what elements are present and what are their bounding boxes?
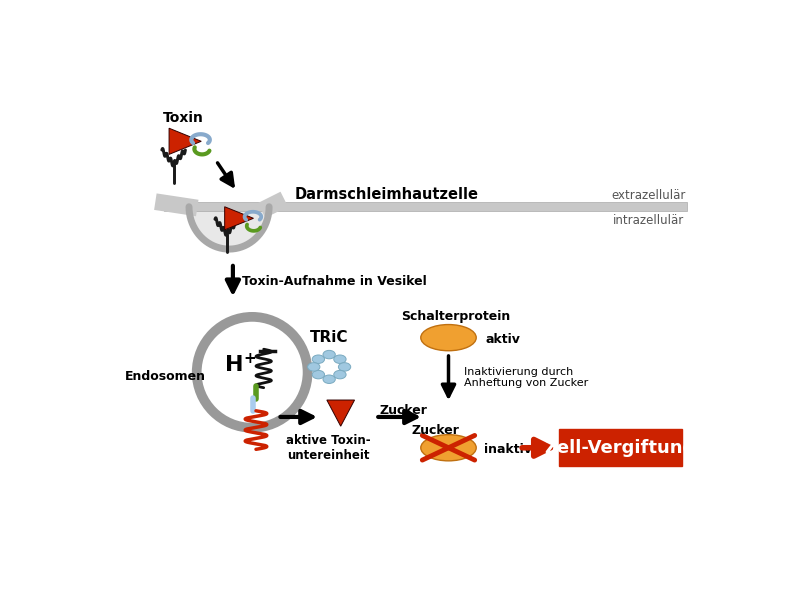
Text: Schalterprotein: Schalterprotein (402, 310, 511, 323)
Circle shape (197, 317, 307, 428)
Text: H: H (226, 355, 244, 374)
Ellipse shape (334, 370, 346, 379)
Ellipse shape (323, 375, 335, 383)
Polygon shape (189, 207, 269, 249)
Text: Toxin: Toxin (162, 111, 203, 125)
Text: TRiC: TRiC (310, 330, 349, 345)
Polygon shape (327, 400, 354, 426)
Text: Zucker: Zucker (379, 404, 427, 418)
Text: Toxin-Aufnahme in Vesikel: Toxin-Aufnahme in Vesikel (242, 275, 427, 288)
Text: extrazellulär: extrazellulär (611, 190, 686, 202)
FancyBboxPatch shape (163, 202, 687, 211)
Ellipse shape (323, 350, 335, 359)
Text: aktive Toxin-
untereinheit: aktive Toxin- untereinheit (286, 434, 370, 462)
Ellipse shape (338, 362, 350, 371)
Text: aktiv: aktiv (486, 332, 520, 346)
Text: Inaktivierung durch
Anheftung von Zucker: Inaktivierung durch Anheftung von Zucker (464, 367, 588, 388)
Ellipse shape (307, 362, 320, 371)
Polygon shape (225, 207, 254, 230)
Text: +: + (244, 351, 257, 366)
Text: inaktiv: inaktiv (484, 443, 532, 456)
Text: Zucker: Zucker (411, 424, 459, 437)
Text: Zell-Vergiftung: Zell-Vergiftung (545, 439, 696, 457)
Ellipse shape (312, 355, 325, 364)
Text: Endosomen: Endosomen (125, 370, 206, 383)
Ellipse shape (421, 325, 476, 351)
Ellipse shape (421, 434, 476, 461)
Polygon shape (169, 128, 202, 154)
Ellipse shape (312, 370, 325, 379)
FancyBboxPatch shape (559, 429, 682, 466)
Ellipse shape (334, 355, 346, 364)
Text: Darmschleimhautzelle: Darmschleimhautzelle (295, 187, 479, 202)
Text: intrazellulär: intrazellulär (613, 214, 684, 227)
